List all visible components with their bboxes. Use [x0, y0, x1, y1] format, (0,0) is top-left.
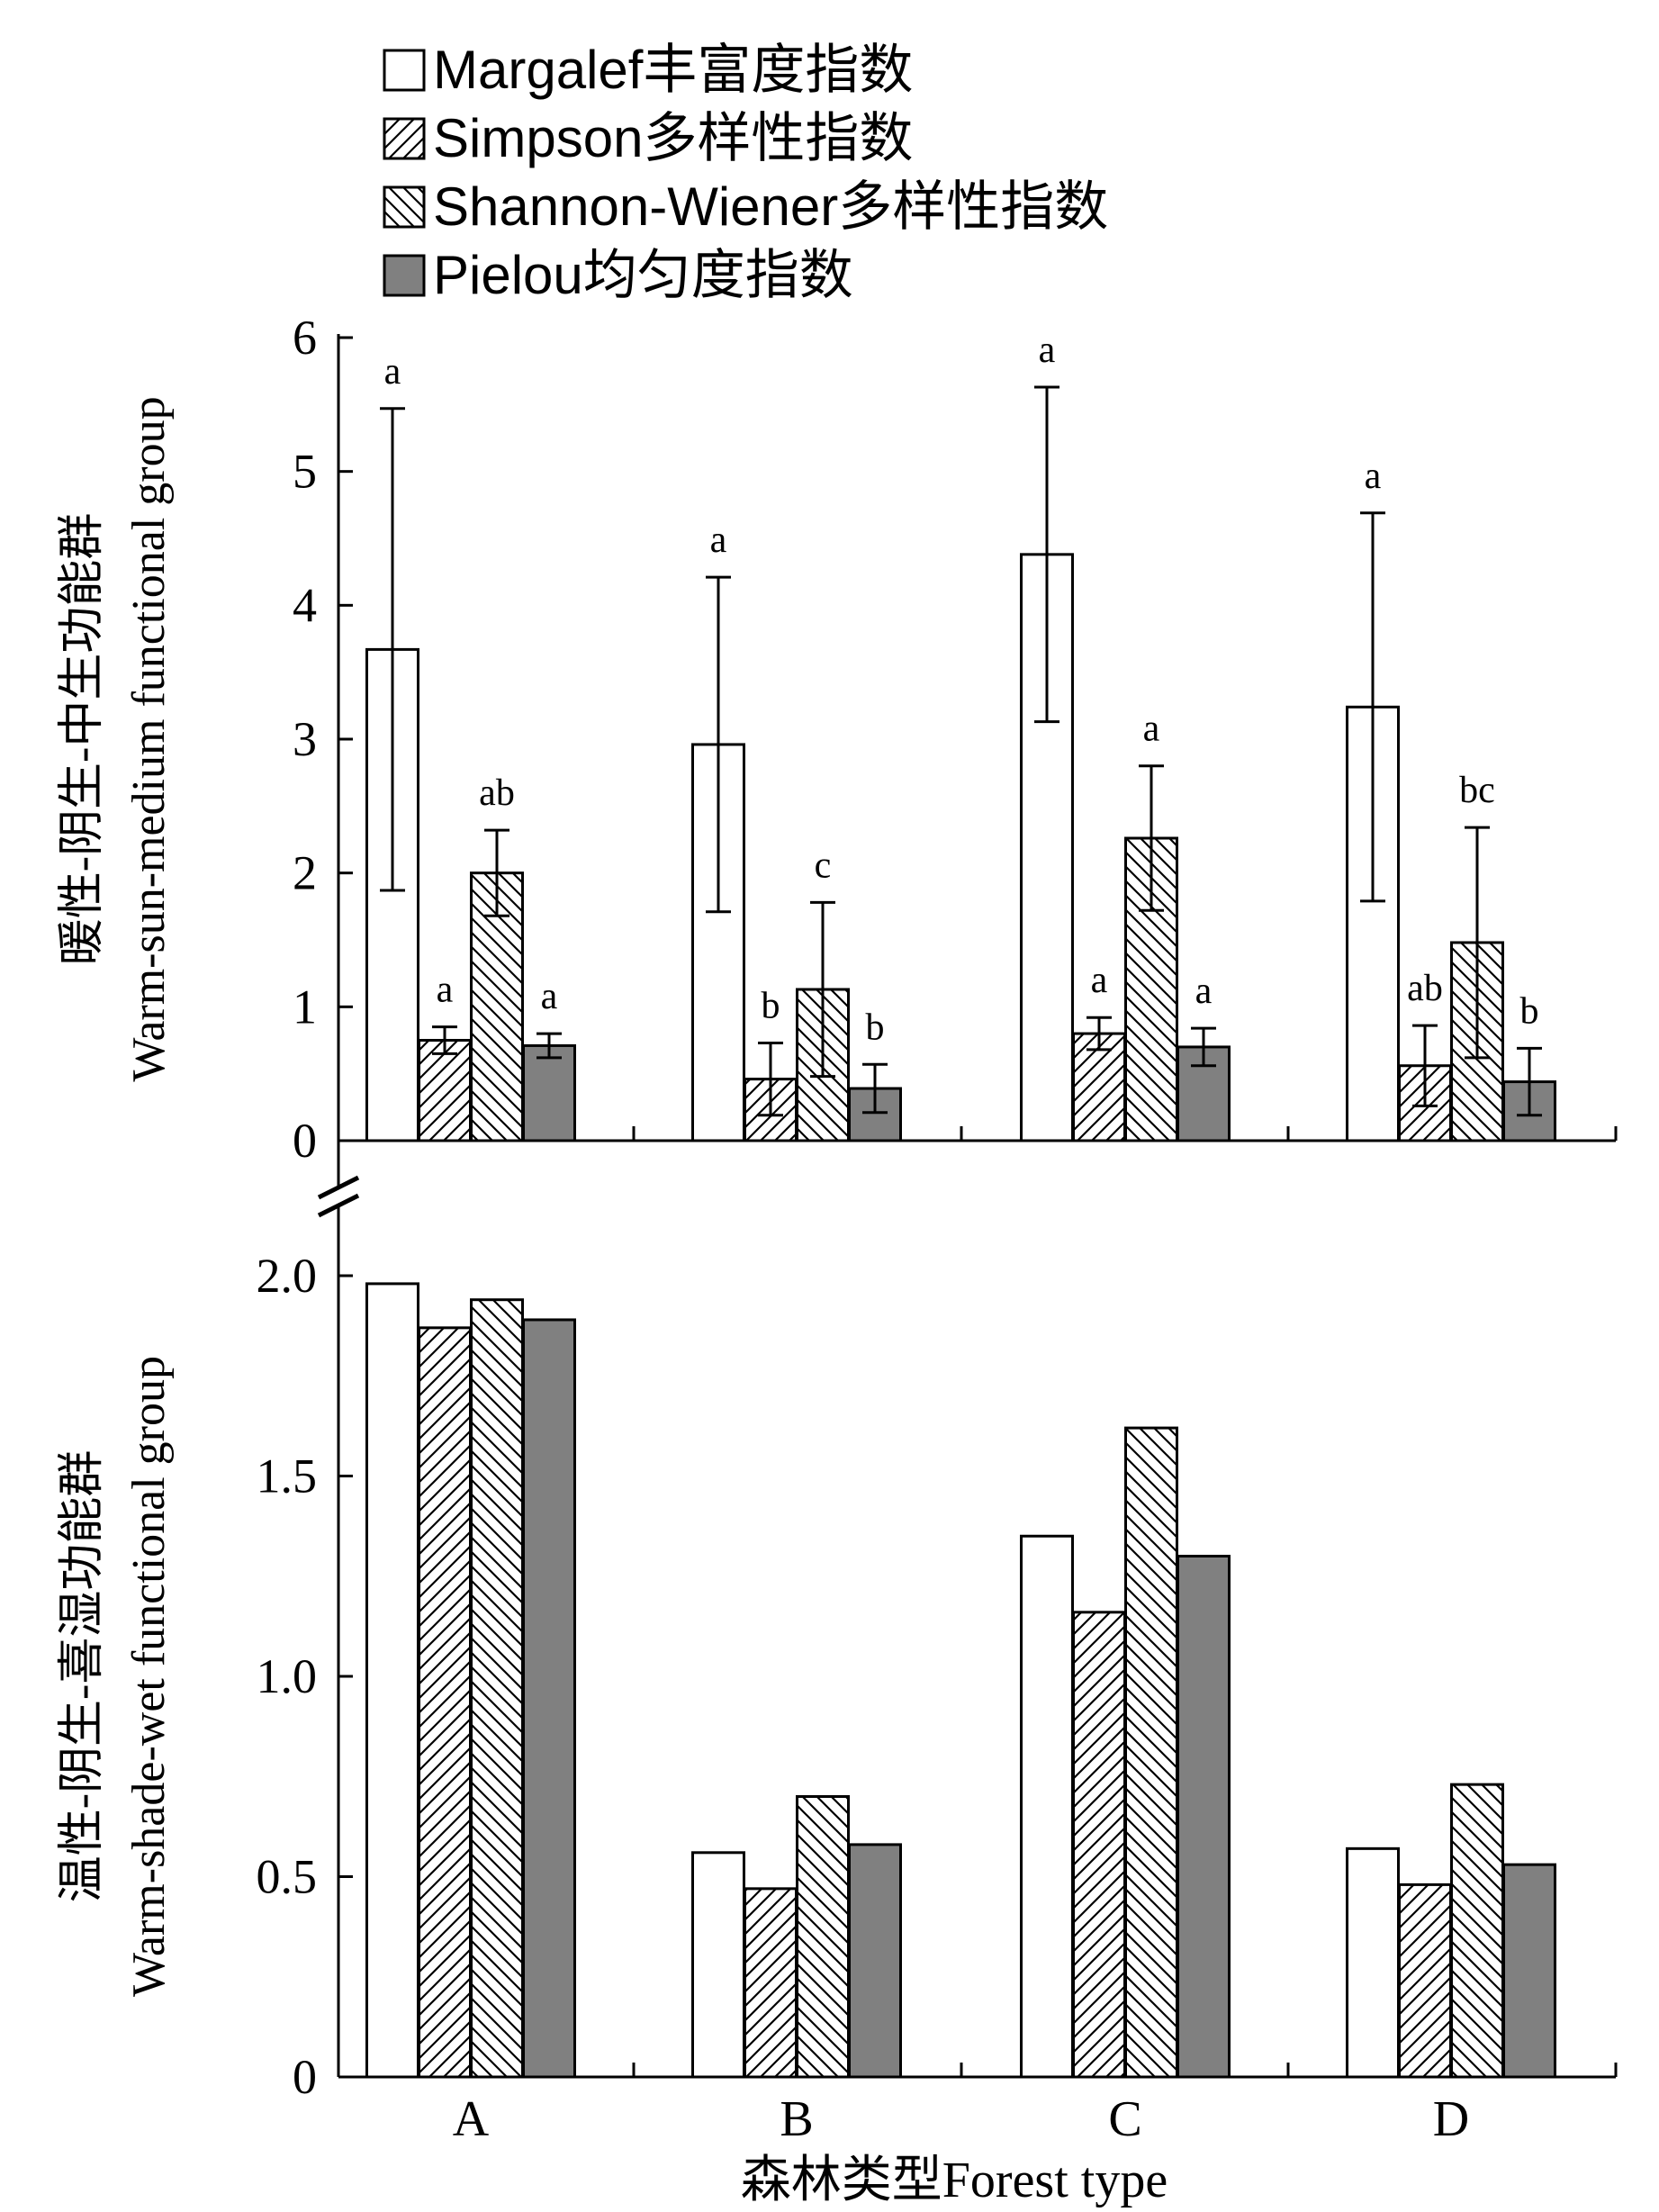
- y-axis-label-en: Warm-shade-wet functional group: [123, 1356, 175, 1997]
- axis-break-mark: [317, 1193, 360, 1218]
- bar-simpson-C: [1072, 1611, 1126, 2079]
- significance-letter: a: [1039, 330, 1056, 371]
- bar-shannon-C: [1124, 1426, 1178, 2079]
- significance-letter: c: [815, 844, 832, 886]
- y-tick-label: 5: [293, 445, 317, 499]
- significance-letter: a: [710, 519, 727, 561]
- bar-simpson-B: [744, 1887, 798, 2079]
- bottom-panel: 0 0.5 1.0 1.5 2.0 温性-阴生-喜湿功能群 Warm-shade-wet f…: [57, 1249, 1618, 2104]
- significance-letter: a: [1143, 709, 1160, 750]
- significance-letter: bc: [1459, 770, 1495, 811]
- significance-letter: a: [437, 970, 454, 1011]
- y-tick-label: 6: [293, 311, 317, 365]
- bar-pielou-A: [522, 1318, 576, 2079]
- y-tick-label: 2: [293, 846, 317, 900]
- bar-pielou-A: [522, 1043, 576, 1142]
- legend-swatch-margalef: [383, 49, 426, 92]
- bar-pielou-B: [848, 1843, 902, 2079]
- significance-letter: a: [541, 976, 558, 1017]
- bar-shannon-B: [796, 1795, 850, 2079]
- significance-letter: b: [762, 985, 780, 1026]
- axis-break-mark: [317, 1175, 360, 1200]
- bar-shannon-D: [1450, 1783, 1504, 2079]
- bar-simpson-A: [418, 1039, 472, 1142]
- bar-pielou-D: [1502, 1863, 1556, 2079]
- bar-margalef-D: [1346, 1846, 1400, 2079]
- significance-letter: a: [1365, 456, 1382, 497]
- bar-pielou-C: [1177, 1555, 1231, 2079]
- legend-label-shannon: Shannon-Wiener多样性指数: [433, 176, 1108, 237]
- x-category-labels: A B C D: [453, 2091, 1469, 2147]
- y-tick-label: 1: [293, 980, 317, 1034]
- x-category-label-D: D: [1433, 2091, 1469, 2147]
- y-tick-label: 1.5: [257, 1449, 318, 1503]
- legend-label-pielou: Pielou均匀度指数: [433, 245, 853, 305]
- significance-letter: a: [1195, 971, 1213, 1012]
- y-tick-label: 3: [293, 712, 317, 766]
- x-category-label-B: B: [780, 2091, 813, 2147]
- significance-letter: ab: [479, 772, 515, 814]
- y-tick-label: 0: [293, 2050, 317, 2104]
- y-tick-label: 1.0: [257, 1649, 318, 1703]
- significance-letter: a: [1091, 960, 1108, 1001]
- legend-swatch-shannon: [383, 185, 426, 229]
- bar-simpson-A: [418, 1326, 472, 2079]
- y-axis-label-en: Warm-sun-medium functional group: [123, 396, 175, 1081]
- bar-margalef-B: [691, 1851, 745, 2079]
- y-tick-label: 4: [293, 578, 317, 632]
- axis-break-gap: [311, 1187, 365, 1206]
- y-axis-label-cn: 温性-阴生-喜湿功能群: [57, 1450, 108, 1903]
- bar-margalef-A: [365, 1282, 419, 2079]
- x-axis-label: 森林类型Forest type: [741, 2153, 1168, 2208]
- y-tick-label: 2.0: [257, 1249, 318, 1303]
- x-category-label-C: C: [1108, 2091, 1141, 2147]
- bar-shannon-A: [470, 1298, 524, 2079]
- bar-margalef-C: [1020, 1534, 1074, 2079]
- legend-swatch-pielou: [383, 254, 426, 297]
- significance-letter: ab: [1407, 968, 1443, 1009]
- legend-label-margalef: Margalef丰富度指数: [433, 40, 913, 100]
- x-category-label-A: A: [453, 2091, 490, 2147]
- legend: Margalef丰富度指数 Simpson多样性指数 Shannon-Wiener多…: [383, 40, 1108, 305]
- significance-letter: b: [866, 1007, 885, 1048]
- significance-letter: a: [384, 351, 401, 393]
- significance-letter: b: [1520, 990, 1539, 1032]
- legend-swatch-simpson: [383, 117, 426, 160]
- bar-simpson-D: [1398, 1882, 1452, 2079]
- bar-margalef-A: [365, 647, 419, 1142]
- legend-label-simpson: Simpson多样性指数: [433, 108, 913, 168]
- y-tick-label: 0: [293, 1114, 317, 1168]
- y-axis-label-cn: 暖性-阴生-中生功能群: [57, 513, 108, 966]
- y-tick-label: 0.5: [257, 1850, 318, 1904]
